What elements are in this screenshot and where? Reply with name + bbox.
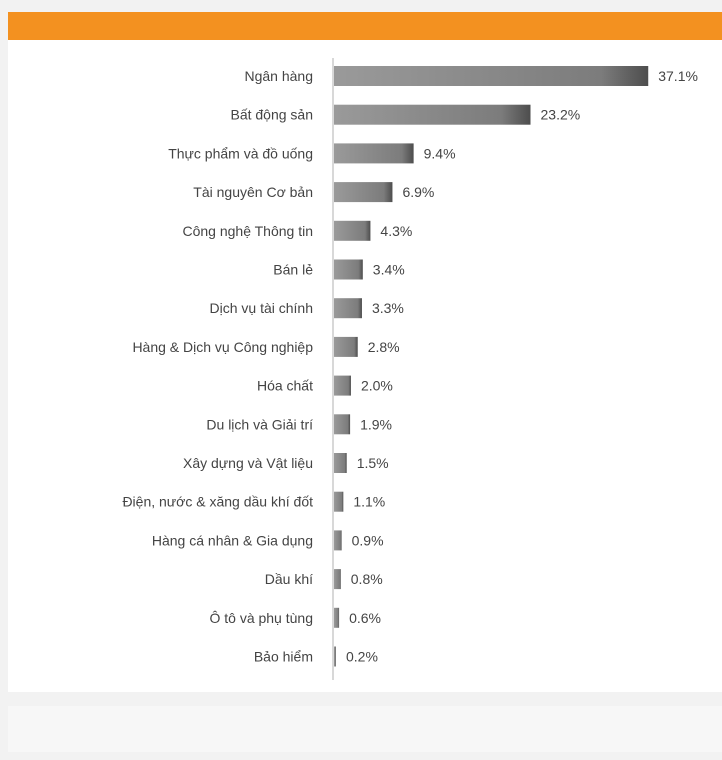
value-label: 0.6% [349,610,381,626]
bar [334,453,347,473]
category-label: Thực phẩm và đồ uống [168,145,313,161]
category-label: Du lịch và Giải trí [206,416,313,432]
category-label: Dầu khí [265,571,313,587]
category-label: Hàng cá nhân & Gia dụng [152,532,313,548]
value-label: 37.1% [658,68,698,84]
value-label: 4.3% [380,223,412,239]
value-label: 9.4% [424,145,456,161]
footer-panel [8,706,722,752]
value-label: 6.9% [402,184,434,200]
value-label: 0.8% [351,571,383,587]
value-label: 1.1% [353,494,385,510]
value-label: 2.8% [368,339,400,355]
bar [334,298,362,319]
header-banner [8,12,722,40]
value-label: 0.9% [352,532,384,548]
category-label: Bảo hiểm [254,649,313,665]
category-label: Ngân hàng [244,68,313,84]
category-label: Ô tô và phụ tùng [209,610,313,626]
bar [334,375,351,396]
bar [334,259,363,280]
bar [334,336,358,357]
category-label: Hàng & Dịch vụ Công nghiệp [132,339,313,355]
bar [334,530,342,551]
category-label: Hóa chất [257,378,313,394]
value-label: 23.2% [541,107,581,123]
category-label: Bất động sản [230,107,313,123]
bar [334,182,393,203]
category-label: Tài nguyên Cơ bản [193,184,313,200]
value-label: 1.5% [357,455,389,471]
bar [334,414,351,435]
bar [334,607,340,628]
category-label: Công nghệ Thông tin [182,223,313,239]
value-label: 2.0% [361,378,393,394]
bars-layer: Ngân hàng 37.1% Bất động sản 23.2% Thực phẩm… [122,66,698,667]
category-label: Xây dựng và Vật liệu [183,455,313,471]
value-label: 0.2% [346,649,378,665]
category-label: Bán lẻ [273,262,313,278]
value-label: 1.9% [360,416,392,432]
value-label: 3.4% [373,262,405,278]
bar [334,569,341,590]
value-label: 3.3% [372,300,404,316]
bar [334,646,336,667]
category-label: Dịch vụ tài chính [210,300,314,316]
bar [334,491,344,512]
bar [334,104,531,125]
bar [334,220,371,241]
bar [334,66,649,86]
bar [334,143,414,164]
category-label: Điện, nước & xăng dầu khí đốt [122,494,313,510]
